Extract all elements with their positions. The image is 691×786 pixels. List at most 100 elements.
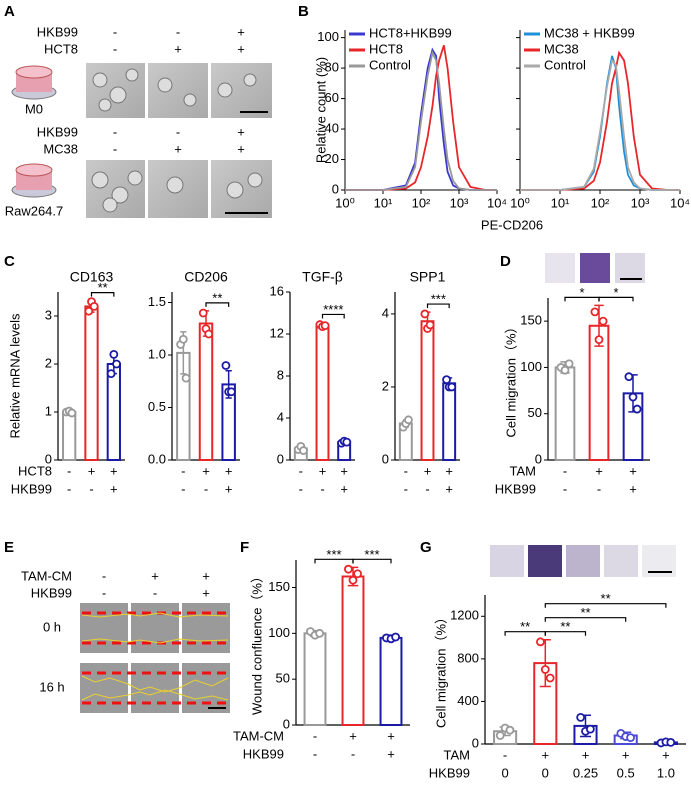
x-tick-label: 10⁰ bbox=[335, 195, 355, 210]
panel-label: B bbox=[298, 3, 309, 20]
bar bbox=[420, 320, 435, 461]
histogram-line bbox=[520, 58, 680, 191]
y-tick-label: 1200 bbox=[450, 608, 479, 623]
wound-images bbox=[80, 603, 230, 713]
significance-bracket bbox=[90, 292, 115, 297]
y-axis-title: Relative mRNA levels bbox=[7, 313, 22, 438]
data-point bbox=[299, 446, 308, 455]
y-tick-label: 0 bbox=[45, 451, 52, 466]
chart-title: SPP1 bbox=[410, 269, 446, 285]
x-tick-label: 10² bbox=[412, 195, 431, 210]
significance-label: * bbox=[579, 285, 584, 300]
row-sign: - bbox=[404, 481, 408, 496]
row-sign: - bbox=[313, 728, 317, 743]
significance-label: *** bbox=[326, 547, 341, 562]
histogram-line bbox=[345, 50, 497, 191]
bar bbox=[442, 382, 457, 462]
y-axis-title: Cell migration（%） bbox=[433, 611, 448, 728]
row-sign: - bbox=[153, 585, 157, 600]
row-name: HKB99 bbox=[243, 746, 284, 761]
data-point bbox=[585, 724, 595, 734]
row-sign: - bbox=[204, 481, 208, 496]
row-sign: - bbox=[313, 746, 317, 761]
row-sign: - bbox=[113, 41, 117, 56]
data-point bbox=[495, 731, 505, 740]
data-point bbox=[442, 375, 451, 385]
y-tick-label: 800 bbox=[457, 650, 479, 665]
y-axis-title: Wound confluence（%） bbox=[249, 570, 264, 715]
y-tick-label: 40 bbox=[325, 120, 339, 135]
row-sign: + bbox=[622, 747, 630, 762]
x-tick-label: 10² bbox=[591, 195, 610, 210]
y-tick-label: 2 bbox=[382, 378, 389, 393]
data-point bbox=[590, 307, 600, 317]
row-sign: + bbox=[424, 463, 432, 478]
y-tick-label: 400 bbox=[457, 693, 479, 708]
row-sign: - bbox=[563, 463, 567, 478]
legend-label: HCT8 bbox=[369, 41, 403, 56]
x-tick-label: 10⁴ bbox=[670, 195, 690, 210]
data-point bbox=[84, 306, 94, 316]
y-tick-label: 20 bbox=[325, 151, 339, 166]
row-sign: + bbox=[349, 728, 357, 743]
row-sign: - bbox=[320, 481, 324, 496]
x-tick-label: 10⁴ bbox=[487, 195, 507, 210]
data-point bbox=[342, 437, 352, 447]
row-name: HKB99 bbox=[31, 585, 72, 600]
micrographs bbox=[11, 63, 272, 218]
data-point bbox=[666, 738, 676, 747]
y-tick-label: 0 bbox=[535, 451, 542, 466]
y-tick-label: 0.5 bbox=[148, 399, 166, 414]
data-point bbox=[178, 334, 188, 344]
row-sign: + bbox=[340, 463, 348, 478]
row-sign: - bbox=[67, 463, 71, 478]
y-tick-label: 0 bbox=[277, 451, 284, 466]
row-sign: - bbox=[425, 481, 429, 496]
row-sign: - bbox=[102, 568, 106, 583]
y-tick-label: 12 bbox=[270, 325, 284, 340]
row-sign: - bbox=[503, 747, 507, 762]
significance-label: ** bbox=[520, 619, 530, 634]
row-sign: + bbox=[319, 463, 327, 478]
y-tick-label: 4 bbox=[382, 305, 389, 320]
data-point bbox=[540, 665, 550, 674]
y-tick-label: 0 bbox=[472, 735, 479, 750]
significance-bracket bbox=[544, 603, 667, 608]
row-name: HKB99 bbox=[37, 24, 78, 39]
y-tick-label: 100 bbox=[268, 625, 290, 640]
row-sign: + bbox=[595, 463, 603, 478]
y-axis-title: Cell migration（%） bbox=[503, 320, 518, 437]
row-sign: + bbox=[202, 585, 210, 600]
row-sign: + bbox=[542, 747, 550, 762]
row-sign: + bbox=[202, 463, 210, 478]
row-sign: - bbox=[563, 481, 567, 496]
row-sign: - bbox=[299, 481, 303, 496]
row-sign: - bbox=[181, 463, 185, 478]
cell-name: Raw264.7 bbox=[5, 203, 64, 218]
row-sign: + bbox=[662, 747, 670, 762]
row-name: HKB99 bbox=[37, 124, 78, 139]
data-point bbox=[624, 372, 634, 382]
significance-bracket bbox=[544, 617, 627, 622]
row-sign: 0 bbox=[501, 765, 508, 780]
y-tick-label: 1.0 bbox=[148, 346, 166, 361]
row-sign: + bbox=[202, 568, 210, 583]
data-point bbox=[344, 564, 353, 574]
bar bbox=[341, 575, 365, 726]
bar bbox=[62, 411, 77, 461]
row-sign: - bbox=[67, 481, 71, 496]
time-label: 16 h bbox=[39, 679, 64, 694]
row-name: HKB99 bbox=[11, 481, 52, 496]
data-point bbox=[106, 369, 116, 379]
row-sign: + bbox=[629, 481, 637, 496]
row-sign: + bbox=[387, 746, 395, 761]
bar bbox=[554, 366, 576, 461]
data-point bbox=[89, 301, 99, 311]
row-sign: 0.5 bbox=[617, 765, 635, 780]
x-tick-label: 10¹ bbox=[551, 195, 570, 210]
significance-label: ** bbox=[560, 619, 570, 634]
data-point bbox=[632, 404, 642, 414]
row-sign: + bbox=[225, 481, 233, 496]
row-sign: 0.25 bbox=[573, 765, 598, 780]
